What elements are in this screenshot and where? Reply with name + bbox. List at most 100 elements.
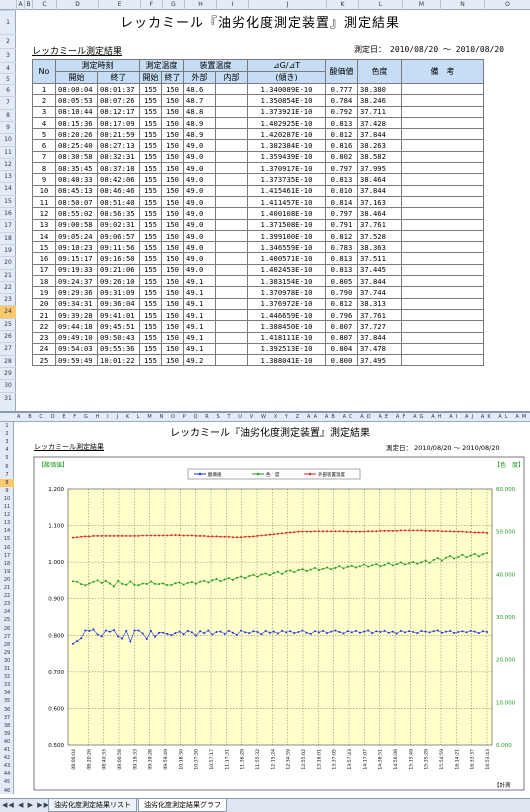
row-header-27[interactable]: 27 bbox=[0, 342, 16, 354]
table-cell[interactable]: 09:31:09 bbox=[97, 286, 140, 299]
table-cell[interactable]: 08:32:31 bbox=[97, 150, 140, 164]
row-header-10[interactable]: 10 bbox=[0, 133, 16, 145]
table-cell[interactable]: 155 bbox=[139, 116, 162, 130]
table-cell[interactable] bbox=[215, 229, 248, 243]
table-cell[interactable]: 1.420287E-10 bbox=[247, 128, 326, 141]
table-cell[interactable]: 155 bbox=[139, 173, 162, 186]
table-cell[interactable]: 08:07:26 bbox=[97, 94, 140, 107]
table-cell[interactable]: 2 bbox=[32, 94, 56, 107]
table-cell[interactable]: 49.0 bbox=[183, 184, 216, 197]
graph-row-header-13[interactable]: 13 bbox=[3, 520, 11, 527]
table-cell[interactable]: 49.0 bbox=[183, 139, 216, 152]
table-cell[interactable]: 1.402453E-10 bbox=[247, 263, 326, 277]
table-cell[interactable]: 4 bbox=[32, 116, 56, 130]
row-header-2[interactable]: 2 bbox=[0, 34, 16, 48]
table-cell[interactable] bbox=[215, 218, 248, 231]
table-cell[interactable]: 38.246 bbox=[357, 94, 402, 107]
table-cell[interactable]: 08:37:18 bbox=[97, 162, 140, 175]
column-header-J[interactable]: J bbox=[248, 0, 326, 10]
table-cell[interactable]: 155 bbox=[139, 308, 162, 322]
table-cell[interactable]: 08:00:04 bbox=[55, 82, 98, 96]
table-row[interactable]: 2 08:05:53 08:07:26 155 150 48.7 1.350854E-10 0… bbox=[32, 94, 484, 107]
table-cell[interactable]: 150 bbox=[161, 116, 184, 130]
table-cell[interactable]: 37.844 bbox=[357, 331, 402, 344]
table-cell[interactable]: 20 bbox=[32, 297, 56, 310]
table-cell[interactable] bbox=[401, 150, 484, 164]
graph-row-header-23[interactable]: 23 bbox=[3, 601, 11, 608]
table-cell[interactable]: 09:34:31 bbox=[55, 297, 98, 310]
table-cell[interactable]: 49.0 bbox=[183, 207, 216, 220]
graph-row-header-29[interactable]: 29 bbox=[3, 649, 11, 656]
table-cell[interactable]: 08:45:13 bbox=[55, 184, 98, 197]
column-header-M[interactable]: M bbox=[402, 0, 440, 10]
table-cell[interactable]: 17 bbox=[32, 263, 56, 277]
table-cell[interactable]: 0.777 bbox=[325, 82, 358, 96]
graph-row-header-33[interactable]: 33 bbox=[3, 682, 11, 689]
table-cell[interactable] bbox=[401, 354, 484, 367]
graph-row-header-1[interactable]: 1 bbox=[5, 423, 9, 429]
table-cell[interactable]: 09:00:58 bbox=[55, 218, 98, 231]
table-cell[interactable] bbox=[215, 354, 248, 367]
table-cell[interactable]: 155 bbox=[139, 275, 162, 288]
table-cell[interactable]: 1.346559E-10 bbox=[247, 241, 326, 254]
table-cell[interactable]: 155 bbox=[139, 263, 162, 277]
table-cell[interactable]: 37.163 bbox=[357, 195, 402, 209]
graph-row-header-15[interactable]: 15 bbox=[3, 536, 11, 543]
table-cell[interactable]: 1.373921E-10 bbox=[247, 105, 326, 118]
table-row[interactable]: 15 09:10:23 09:11:56 155 150 49.0 1.346559E-10… bbox=[32, 241, 484, 254]
column-header-K[interactable]: K bbox=[326, 0, 358, 10]
table-cell[interactable] bbox=[215, 162, 248, 175]
table-cell[interactable]: 49.1 bbox=[183, 320, 216, 333]
table-cell[interactable]: 1.383154E-10 bbox=[247, 275, 326, 288]
table-cell[interactable]: 0.810 bbox=[325, 184, 358, 197]
table-cell[interactable] bbox=[401, 184, 484, 197]
graph-row-header-10[interactable]: 10 bbox=[3, 495, 11, 502]
table-cell[interactable]: 155 bbox=[139, 342, 162, 356]
table-cell[interactable]: 25 bbox=[32, 354, 56, 367]
table-row[interactable]: 16 09:15:17 09:16:50 155 150 49.0 1.400571E-10… bbox=[32, 252, 484, 265]
table-cell[interactable] bbox=[215, 82, 248, 96]
table-cell[interactable]: 150 bbox=[161, 241, 184, 254]
column-header-L[interactable]: L bbox=[358, 0, 402, 10]
table-cell[interactable]: 155 bbox=[139, 139, 162, 152]
table-cell[interactable]: 150 bbox=[161, 207, 184, 220]
table-cell[interactable]: 09:05:24 bbox=[55, 229, 98, 243]
column-header-B[interactable]: B bbox=[24, 0, 32, 10]
table-cell[interactable]: 49.1 bbox=[183, 275, 216, 288]
table-cell[interactable]: 38.464 bbox=[357, 173, 402, 186]
table-cell[interactable]: 1.340089E-10 bbox=[247, 82, 326, 96]
table-cell[interactable]: 155 bbox=[139, 150, 162, 164]
table-cell[interactable]: 150 bbox=[161, 150, 184, 164]
table-row[interactable]: 20 09:34:31 09:36:04 155 150 49.1 1.376972E-10… bbox=[32, 297, 484, 310]
graph-row-header-39[interactable]: 39 bbox=[3, 730, 11, 737]
row-header-12[interactable]: 12 bbox=[0, 157, 16, 170]
table-row[interactable]: 23 09:49:10 09:50:43 155 150 49.1 1.418111E-10… bbox=[32, 331, 484, 344]
row-header-17[interactable]: 17 bbox=[0, 219, 16, 231]
graph-row-header-25[interactable]: 25 bbox=[3, 617, 11, 624]
graph-row-header-2[interactable]: 2 bbox=[5, 431, 9, 438]
table-cell[interactable]: 0.792 bbox=[325, 105, 358, 118]
table-cell[interactable]: 0.807 bbox=[325, 320, 358, 333]
table-row[interactable]: 12 08:55:02 08:56:35 155 150 49.0 1.400108E-10… bbox=[32, 207, 484, 220]
table-row[interactable]: 19 09:29:36 09:31:09 155 150 49.1 1.370978E-10… bbox=[32, 286, 484, 299]
table-cell[interactable]: 08:01:37 bbox=[97, 82, 140, 96]
table-cell[interactable]: 150 bbox=[161, 331, 184, 344]
table-cell[interactable]: 08:46:46 bbox=[97, 184, 140, 197]
row-header-28[interactable]: 28 bbox=[0, 354, 16, 367]
table-row[interactable]: 18 09:24:37 09:26:10 155 150 49.1 1.383154E-10… bbox=[32, 275, 484, 288]
row-header-20[interactable]: 20 bbox=[0, 256, 16, 268]
table-cell[interactable]: 5 bbox=[32, 128, 56, 141]
table-cell[interactable]: 09:15:17 bbox=[55, 252, 98, 265]
table-cell[interactable] bbox=[401, 173, 484, 186]
table-cell[interactable]: 0.804 bbox=[325, 342, 358, 356]
table-cell[interactable]: 08:15:36 bbox=[55, 116, 98, 130]
table-cell[interactable]: 08:20:26 bbox=[55, 128, 98, 141]
table-cell[interactable]: 08:17:09 bbox=[97, 116, 140, 130]
table-cell[interactable]: 0.797 bbox=[325, 162, 358, 175]
row-header-24[interactable]: 24 bbox=[0, 305, 16, 318]
table-cell[interactable]: 0.816 bbox=[325, 139, 358, 152]
table-cell[interactable] bbox=[215, 195, 248, 209]
table-row[interactable]: 6 08:25:40 08:27:13 155 150 49.0 1.382384E-10 0… bbox=[32, 139, 484, 152]
table-cell[interactable]: 1.400571E-10 bbox=[247, 252, 326, 265]
column-header-E[interactable]: E bbox=[98, 0, 140, 10]
